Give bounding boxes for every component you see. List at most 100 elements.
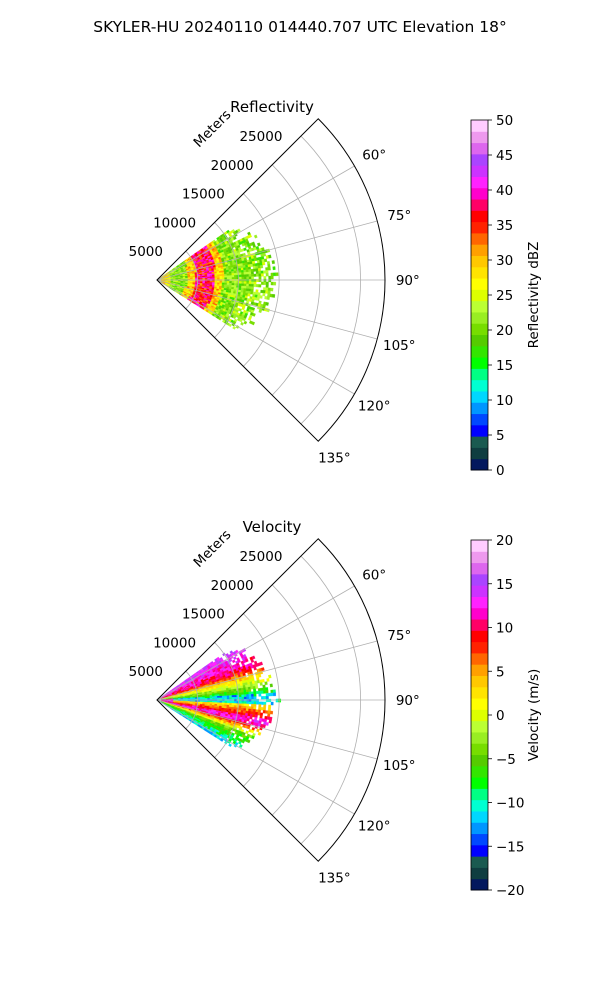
radial-tick-label: 15000 bbox=[182, 187, 225, 203]
data-cell bbox=[246, 274, 250, 278]
colorbar-swatch bbox=[471, 165, 488, 177]
panel-title: Reflectivity bbox=[230, 98, 314, 116]
data-cell bbox=[231, 705, 235, 708]
data-cell bbox=[267, 263, 271, 268]
data-cell bbox=[204, 278, 208, 280]
colorbar-swatch bbox=[471, 562, 488, 575]
data-cell bbox=[231, 701, 235, 704]
colorbar-swatch bbox=[471, 142, 488, 155]
figure-suptitle: SKYLER-HU 20240110 014440.707 UTC Elevat… bbox=[93, 18, 507, 36]
data-cell bbox=[234, 697, 237, 700]
data-cell bbox=[260, 690, 264, 694]
colorbar-swatch bbox=[471, 833, 488, 846]
data-cell bbox=[248, 691, 252, 695]
colorbar-swatch bbox=[471, 867, 488, 880]
data-cell bbox=[231, 285, 235, 288]
data-cell bbox=[264, 681, 268, 685]
angle-tick-label: 120° bbox=[358, 818, 391, 834]
data-cell bbox=[271, 260, 275, 264]
colorbar-swatch bbox=[471, 844, 488, 857]
colorbar-tick-label: 10 bbox=[496, 621, 513, 637]
radial-tick-label: 10000 bbox=[153, 635, 196, 651]
data-cell bbox=[252, 686, 256, 690]
data-cell bbox=[238, 692, 242, 696]
colorbar-swatch bbox=[471, 357, 488, 369]
grid-spoke bbox=[156, 640, 378, 701]
colorbar-swatch bbox=[471, 334, 488, 347]
colorbar-swatch bbox=[471, 210, 488, 223]
colorbar-label: Velocity (m/s) bbox=[526, 669, 542, 762]
data-cell bbox=[238, 703, 242, 707]
data-cell bbox=[253, 693, 257, 697]
data-cell bbox=[221, 277, 225, 280]
data-cell bbox=[251, 735, 255, 740]
data-cell bbox=[243, 267, 247, 271]
data-cell bbox=[270, 701, 274, 706]
colorbar-swatch bbox=[471, 255, 488, 268]
data-cell bbox=[262, 710, 266, 714]
data-cell bbox=[216, 274, 220, 277]
colorbar-tick-label: 15 bbox=[496, 358, 513, 374]
data-cell bbox=[212, 282, 215, 285]
data-cell bbox=[243, 696, 247, 700]
data-cell bbox=[262, 724, 266, 729]
radial-tick-label: 25000 bbox=[239, 129, 282, 145]
data-cell bbox=[229, 703, 232, 706]
data-cell bbox=[260, 281, 264, 285]
colorbar-swatch bbox=[471, 720, 488, 733]
data-cell bbox=[217, 697, 220, 700]
colorbar-swatch bbox=[471, 607, 488, 620]
data-cell bbox=[243, 699, 247, 702]
colorbar-swatch bbox=[471, 187, 488, 200]
colorbar-swatch bbox=[471, 765, 488, 778]
data-cell bbox=[224, 697, 228, 700]
data-cell bbox=[273, 692, 276, 697]
colorbar-swatch bbox=[471, 596, 488, 609]
grid bbox=[156, 555, 385, 845]
data-cell bbox=[256, 273, 259, 277]
data-cell bbox=[270, 710, 274, 715]
colorbar-tick-label: 50 bbox=[496, 113, 513, 129]
data-cell bbox=[251, 701, 255, 705]
data-cell bbox=[278, 698, 281, 703]
data-cell bbox=[221, 700, 225, 704]
data-cell bbox=[238, 744, 243, 748]
data-cell bbox=[243, 703, 247, 707]
colorbar-swatch bbox=[471, 323, 488, 336]
grid bbox=[156, 135, 385, 425]
data-cell bbox=[265, 698, 269, 703]
angle-tick-label: 90° bbox=[396, 273, 420, 289]
data-cell bbox=[268, 674, 272, 679]
data-cell bbox=[243, 701, 247, 705]
data-cell bbox=[217, 277, 220, 280]
colorbar-label: Reflectivity dBZ bbox=[526, 242, 542, 349]
colorbar-swatch bbox=[471, 686, 488, 699]
data-cell bbox=[262, 261, 266, 266]
data-cell bbox=[246, 279, 250, 282]
data-cell bbox=[269, 683, 273, 688]
data-cell bbox=[243, 320, 248, 325]
radial-axis-label: Meters bbox=[191, 107, 235, 151]
data-cell bbox=[247, 686, 251, 690]
data-cell bbox=[253, 281, 257, 285]
data-cell bbox=[258, 278, 262, 282]
data-cell bbox=[238, 274, 242, 278]
data-cell bbox=[258, 276, 262, 280]
data-cell bbox=[273, 281, 277, 286]
data-cell bbox=[265, 287, 269, 291]
colorbar-swatch bbox=[471, 754, 488, 767]
data-cell bbox=[245, 267, 249, 271]
data-cell bbox=[243, 687, 247, 691]
data-cell bbox=[255, 268, 259, 272]
data-cell bbox=[245, 269, 249, 273]
data-cell bbox=[240, 689, 244, 693]
data-cell bbox=[257, 709, 261, 713]
colorbar-swatch bbox=[471, 630, 488, 643]
grid-spoke bbox=[156, 585, 355, 701]
data-cell bbox=[231, 281, 235, 284]
data-cell bbox=[257, 731, 262, 736]
data-cell bbox=[255, 690, 259, 695]
data-cell bbox=[270, 272, 274, 277]
data-cell bbox=[243, 279, 247, 282]
data-cell bbox=[199, 698, 203, 700]
